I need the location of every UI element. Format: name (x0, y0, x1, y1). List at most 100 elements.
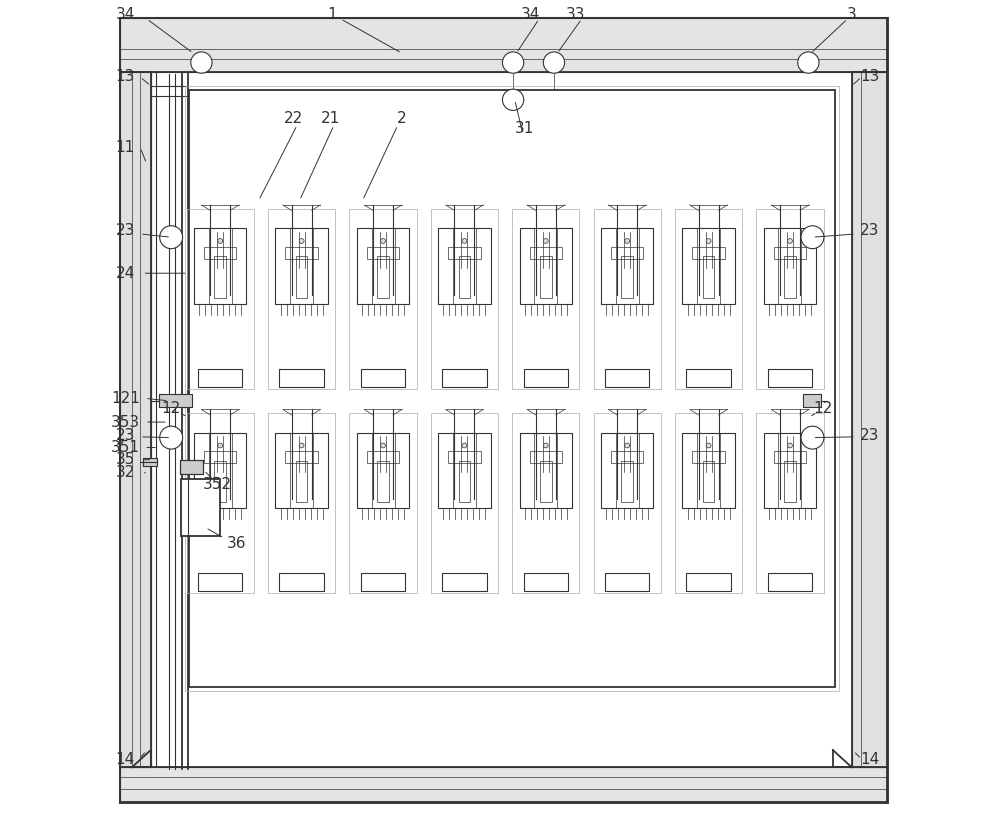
Bar (181, 479, 220, 536)
Circle shape (625, 239, 630, 244)
Bar (194, 228, 246, 304)
Bar (189, 90, 835, 687)
Bar (611, 246, 643, 258)
Text: 35: 35 (116, 452, 135, 467)
Text: 2: 2 (397, 111, 407, 126)
Text: 21: 21 (321, 111, 340, 126)
Bar (686, 573, 731, 591)
Bar (279, 369, 324, 387)
Bar (214, 461, 226, 502)
Bar (279, 573, 324, 591)
Bar (431, 413, 498, 593)
Bar (275, 433, 328, 509)
Text: 13: 13 (116, 70, 135, 84)
Circle shape (706, 239, 711, 244)
Text: 22: 22 (284, 111, 303, 126)
Bar (268, 209, 335, 389)
Bar (120, 767, 887, 802)
Bar (601, 228, 653, 304)
Text: 1: 1 (327, 7, 337, 22)
Circle shape (788, 239, 792, 244)
Bar (540, 461, 552, 502)
Bar (285, 246, 318, 258)
Bar (774, 246, 806, 258)
Bar (756, 209, 824, 389)
Text: 11: 11 (116, 140, 135, 155)
Bar (764, 228, 816, 304)
Circle shape (160, 426, 183, 449)
Text: 12: 12 (162, 401, 181, 416)
Bar (768, 369, 812, 387)
Bar (431, 209, 498, 389)
Bar (214, 256, 226, 298)
Bar (448, 246, 481, 258)
Bar (530, 451, 562, 463)
Bar (120, 767, 887, 802)
Circle shape (299, 443, 304, 448)
Bar (512, 413, 579, 593)
Bar (530, 246, 562, 258)
Circle shape (543, 443, 548, 448)
Bar (520, 228, 572, 304)
Bar (768, 573, 812, 591)
Bar (367, 246, 399, 258)
Bar (296, 461, 307, 502)
Circle shape (462, 239, 467, 244)
Circle shape (801, 426, 824, 449)
Bar (784, 256, 796, 298)
Bar (159, 394, 192, 407)
Bar (594, 209, 661, 389)
Text: 23: 23 (116, 223, 135, 238)
Bar (275, 228, 328, 304)
Bar (692, 451, 725, 463)
Bar (540, 256, 552, 298)
Bar (524, 573, 568, 591)
Bar (784, 461, 796, 502)
Bar (675, 209, 742, 389)
Bar (448, 451, 481, 463)
Bar (524, 369, 568, 387)
Circle shape (218, 443, 223, 448)
Text: 34: 34 (521, 7, 540, 22)
Text: 12: 12 (813, 401, 833, 416)
Bar (682, 433, 735, 509)
Bar (764, 433, 816, 509)
Bar (605, 573, 649, 591)
Bar (621, 461, 633, 502)
Bar (180, 460, 203, 474)
Bar (512, 209, 579, 389)
Bar (852, 72, 887, 767)
Circle shape (462, 443, 467, 448)
Circle shape (801, 226, 824, 249)
Bar (357, 228, 409, 304)
Bar (803, 394, 821, 407)
Bar (703, 461, 714, 502)
Circle shape (160, 226, 183, 249)
Bar (194, 433, 246, 509)
Bar (852, 72, 887, 767)
Bar (621, 256, 633, 298)
Circle shape (381, 443, 385, 448)
Bar (120, 18, 887, 72)
Bar (159, 394, 192, 407)
Bar (204, 246, 236, 258)
Circle shape (788, 443, 792, 448)
Text: 3: 3 (847, 7, 857, 22)
Circle shape (625, 443, 630, 448)
Circle shape (191, 52, 212, 74)
Text: 353: 353 (111, 415, 140, 429)
Bar (459, 256, 470, 298)
Bar (438, 433, 491, 509)
Text: 34: 34 (116, 7, 135, 22)
Bar (377, 461, 389, 502)
Text: 23: 23 (860, 428, 879, 443)
Text: 36: 36 (227, 536, 246, 551)
Text: 31: 31 (515, 121, 534, 136)
Text: 13: 13 (860, 70, 879, 84)
Circle shape (502, 89, 524, 110)
Bar (268, 413, 335, 593)
Text: 24: 24 (116, 266, 135, 281)
Bar (198, 369, 242, 387)
Bar (357, 433, 409, 509)
Bar (367, 451, 399, 463)
